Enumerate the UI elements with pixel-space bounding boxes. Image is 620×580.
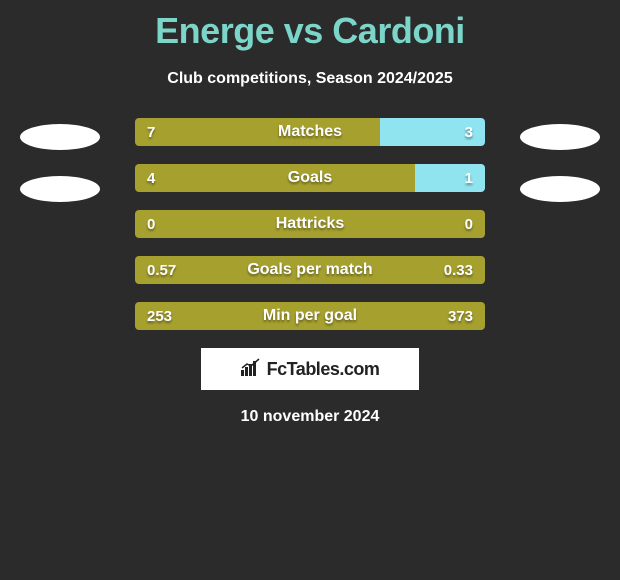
team-right-badge xyxy=(520,124,600,150)
date-label: 10 november 2024 xyxy=(0,408,620,426)
stat-row: 253Min per goal373 xyxy=(135,302,485,330)
stat-label: Goals xyxy=(135,164,485,192)
stat-row: 0Hattricks0 xyxy=(135,210,485,238)
team-right-badge-2 xyxy=(520,176,600,202)
stat-row: 0.57Goals per match0.33 xyxy=(135,256,485,284)
team-left-badge-2 xyxy=(20,176,100,202)
stat-value-right: 3 xyxy=(465,118,473,146)
team-left-name: Energe xyxy=(155,10,274,51)
stat-label: Hattricks xyxy=(135,210,485,238)
stat-value-right: 0 xyxy=(465,210,473,238)
vs-separator: vs xyxy=(284,10,323,51)
stat-value-right: 373 xyxy=(448,302,473,330)
comparison-card: Energe vs Cardoni Club competitions, Sea… xyxy=(0,0,620,580)
source-logo: FcTables.com xyxy=(201,348,419,390)
subtitle: Club competitions, Season 2024/2025 xyxy=(0,70,620,88)
stat-row: 4Goals1 xyxy=(135,164,485,192)
source-logo-text: FcTables.com xyxy=(267,359,380,380)
team-right-name: Cardoni xyxy=(332,10,465,51)
stat-value-right: 1 xyxy=(465,164,473,192)
stat-label: Min per goal xyxy=(135,302,485,330)
stat-label: Goals per match xyxy=(135,256,485,284)
stat-row: 7Matches3 xyxy=(135,118,485,146)
page-title: Energe vs Cardoni xyxy=(0,0,620,52)
stat-value-right: 0.33 xyxy=(444,256,473,284)
team-left-badge xyxy=(20,124,100,150)
stat-label: Matches xyxy=(135,118,485,146)
bar-chart-icon xyxy=(241,358,263,381)
